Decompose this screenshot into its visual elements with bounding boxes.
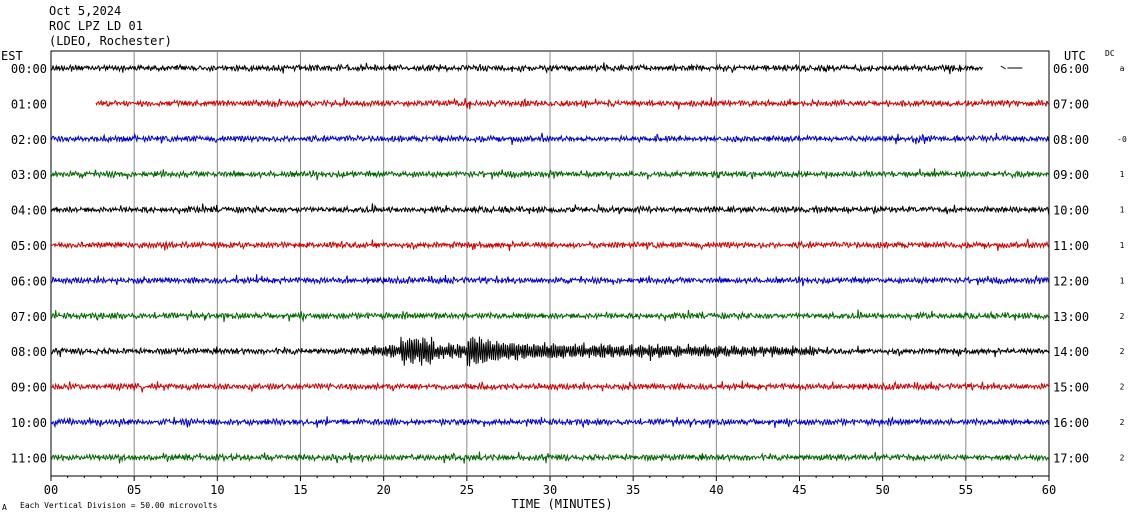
utc-zone-label: UTC	[1064, 49, 1086, 63]
seismic-trace	[50, 380, 1050, 393]
seismic-trace	[50, 274, 1050, 287]
row-label-utc: 08:00	[1053, 133, 1089, 147]
row-label-est: 11:00	[11, 451, 47, 465]
x-axis-title: TIME (MINUTES)	[511, 497, 612, 511]
row-label-utc: 12:00	[1053, 274, 1089, 288]
x-tick-label: 10	[210, 483, 224, 497]
seismic-trace	[50, 451, 1050, 464]
x-tick-label: 00	[44, 483, 58, 497]
row-dc-value: 2	[1120, 312, 1125, 321]
seismic-trace	[50, 62, 983, 75]
seismic-trace	[50, 168, 1050, 181]
seismic-trace	[95, 97, 1049, 110]
x-tick-label: 35	[626, 483, 640, 497]
row-dc-value: 1	[1120, 206, 1125, 215]
row-label-utc: 14:00	[1053, 345, 1089, 359]
seismic-trace	[50, 203, 1050, 216]
vertical-division-note: Each Vertical Division = 50.00 microvolt…	[20, 501, 218, 510]
row-label-est: 05:00	[11, 239, 47, 253]
row-label-est: 10:00	[11, 416, 47, 430]
x-tick-label: 15	[293, 483, 307, 497]
row-label-est: 00:00	[11, 62, 47, 76]
station-label: ROC LPZ LD 01	[49, 19, 143, 33]
row-label-est: 06:00	[11, 274, 47, 288]
row-label-utc: 13:00	[1053, 310, 1089, 324]
row-dc-value: 2	[1120, 418, 1125, 427]
row-label-est: 04:00	[11, 204, 47, 218]
x-tick-label: 55	[959, 483, 973, 497]
x-tick-label: 50	[875, 483, 889, 497]
x-tick-label: 25	[460, 483, 474, 497]
row-label-est: 01:00	[11, 97, 47, 111]
seismic-trace	[50, 336, 1050, 367]
seismic-trace	[50, 238, 1050, 251]
seismic-trace	[50, 132, 1050, 145]
row-label-utc: 06:00	[1053, 62, 1089, 76]
row-label-utc: 10:00	[1053, 204, 1089, 218]
row-label-est: 08:00	[11, 345, 47, 359]
row-dc-value: 1	[1120, 170, 1125, 179]
row-dc-value: 1	[1120, 241, 1125, 250]
row-dc-value: a	[1120, 64, 1125, 73]
row-label-utc: 09:00	[1053, 168, 1089, 182]
row-dc-value: 2	[1120, 453, 1125, 462]
x-tick-label: 30	[543, 483, 557, 497]
row-dc-value: 1	[1120, 276, 1125, 285]
x-tick-label: 20	[376, 483, 390, 497]
row-label-utc: 17:00	[1053, 451, 1089, 465]
row-label-utc: 07:00	[1053, 97, 1089, 111]
date-label: Oct 5,2024	[49, 4, 122, 18]
row-label-utc: 16:00	[1053, 416, 1089, 430]
est-zone-label: EST	[1, 49, 23, 63]
row-label-utc: 11:00	[1053, 239, 1089, 253]
row-label-est: 07:00	[11, 310, 47, 324]
trace-tail-mark	[1000, 65, 1007, 70]
seismic-trace	[50, 309, 1050, 323]
row-dc-value: -0	[1117, 135, 1127, 144]
dc-header-label: DC	[1105, 49, 1115, 58]
x-tick-label: 60	[1042, 483, 1056, 497]
row-label-utc: 15:00	[1053, 381, 1089, 395]
row-dc-value: 2	[1120, 347, 1125, 356]
x-tick-label: 40	[709, 483, 723, 497]
row-label-est: 09:00	[11, 381, 47, 395]
footer-mark: A	[2, 503, 7, 512]
x-tick-label: 05	[127, 483, 141, 497]
x-tick-label: 45	[792, 483, 806, 497]
row-label-est: 02:00	[11, 133, 47, 147]
row-label-est: 03:00	[11, 168, 47, 182]
seismic-trace	[50, 415, 1050, 429]
row-dc-value: 2	[1120, 383, 1125, 392]
network-label: (LDEO, Rochester)	[49, 34, 172, 48]
